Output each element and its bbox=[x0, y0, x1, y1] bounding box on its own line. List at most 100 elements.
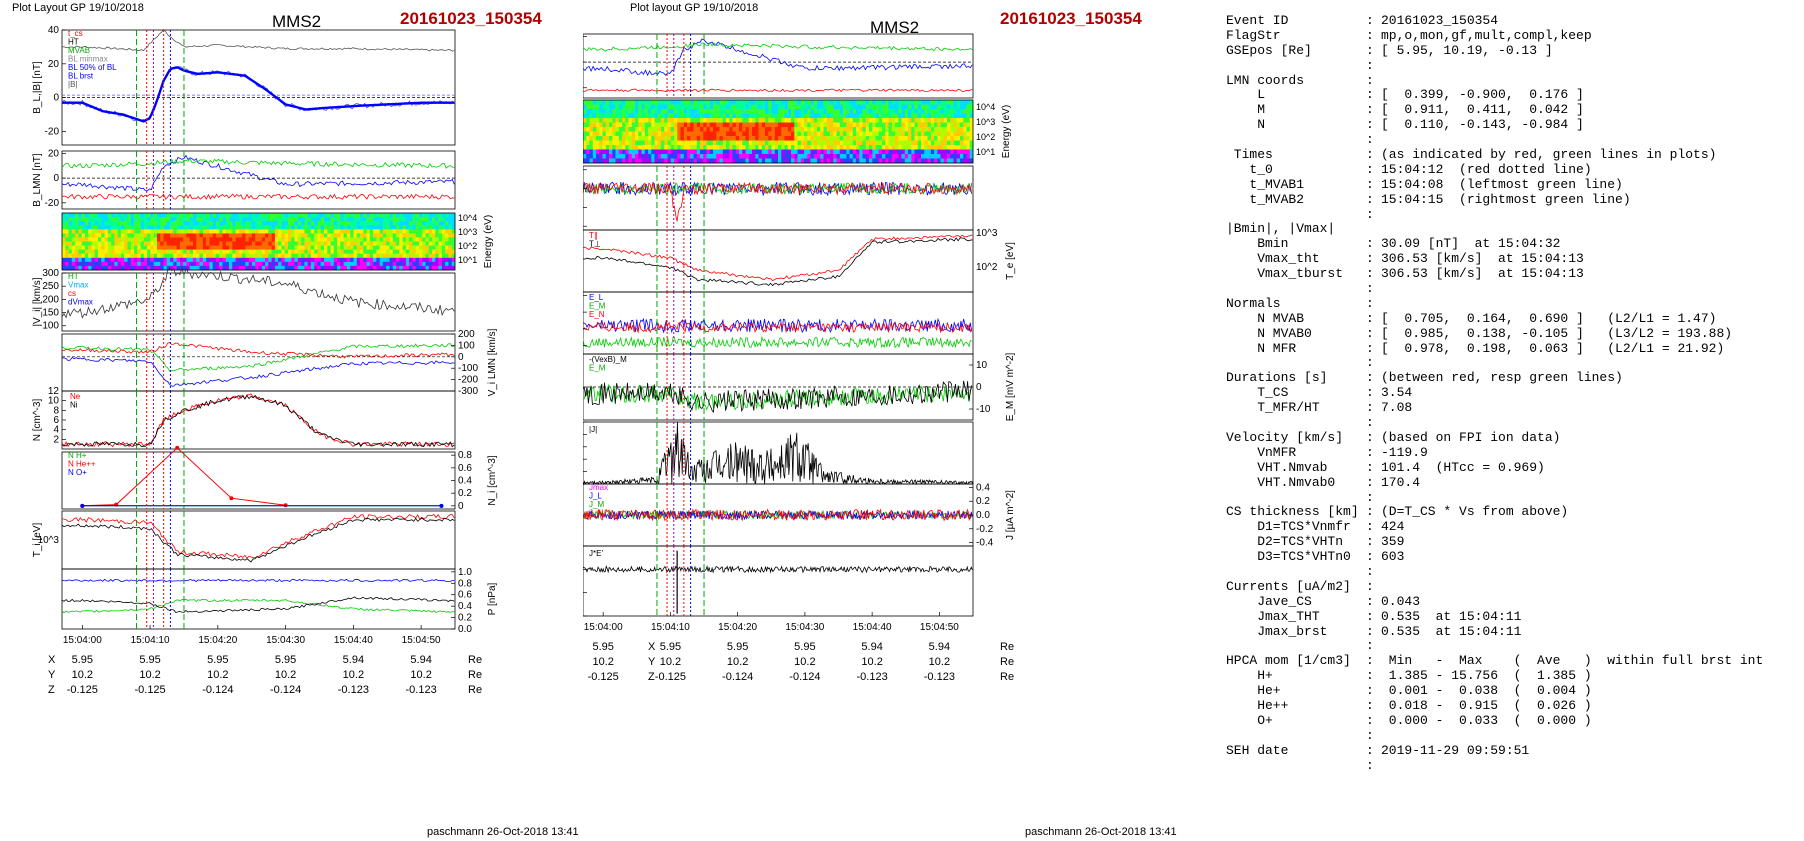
spectrogram-cell bbox=[849, 122, 853, 128]
spectrogram-cell bbox=[748, 122, 753, 128]
spectrogram-cell bbox=[350, 245, 354, 250]
spectrogram-cell bbox=[609, 100, 613, 105]
spectrogram-cell bbox=[382, 229, 387, 234]
series-b-magnitude bbox=[61, 28, 455, 52]
summary-row: : bbox=[1226, 639, 1796, 654]
spectrogram-cell bbox=[784, 140, 788, 146]
spectrogram-cell bbox=[648, 145, 652, 150]
series-ti-perp bbox=[61, 517, 455, 563]
spectrogram-cell bbox=[261, 265, 266, 271]
spectrogram-cell bbox=[956, 109, 961, 114]
spectrogram-cell bbox=[425, 237, 430, 242]
spectrogram-cell bbox=[340, 213, 344, 218]
spectrogram-cell bbox=[301, 213, 305, 218]
spectrogram-cell bbox=[602, 149, 606, 155]
spectrogram-cell bbox=[765, 109, 769, 114]
spectrogram-cell bbox=[901, 131, 905, 137]
summary-key: CS thickness [km] bbox=[1226, 504, 1359, 520]
spectrogram-cell bbox=[911, 158, 915, 164]
spectrogram-cell bbox=[592, 122, 597, 128]
spectrogram-cell bbox=[700, 149, 704, 155]
summary-row: Jmax_THT:0.535 at 15:04:11 bbox=[1226, 609, 1796, 625]
spectrogram-cell bbox=[120, 253, 125, 259]
spectrogram-cell bbox=[186, 265, 190, 271]
spectrogram-cell bbox=[586, 145, 590, 150]
spectrogram-cell bbox=[193, 217, 197, 222]
spectrogram-cell bbox=[862, 104, 866, 110]
spectrogram-cell bbox=[878, 145, 883, 150]
spectrogram-cell bbox=[415, 237, 420, 242]
spectrogram-cell bbox=[716, 149, 720, 155]
spectrogram-cell bbox=[583, 122, 587, 128]
spectrogram-cell bbox=[768, 149, 772, 155]
spectrogram-cell bbox=[242, 213, 246, 218]
spectrogram-cell bbox=[787, 136, 792, 141]
spectrogram-cell bbox=[914, 109, 918, 114]
spectrogram-cell bbox=[356, 253, 361, 259]
spectrogram-cell bbox=[137, 249, 141, 254]
spectrogram-cell bbox=[215, 261, 220, 267]
x-tick-label: 15:04:30 bbox=[266, 635, 305, 646]
summary-colon: : bbox=[1366, 147, 1374, 163]
spectrogram-cell bbox=[758, 158, 762, 164]
spectrogram-cell bbox=[448, 253, 452, 259]
spectrogram-cell bbox=[157, 241, 161, 246]
spectrogram-cell bbox=[960, 109, 964, 114]
spectrogram-cell bbox=[589, 131, 593, 137]
spectrogram-cell bbox=[878, 122, 883, 128]
spectrogram-cell bbox=[373, 221, 377, 226]
spectrogram-cell bbox=[130, 241, 135, 246]
series-vi-mag bbox=[61, 266, 455, 319]
spectrogram-cell bbox=[65, 225, 69, 230]
spectrogram-cell bbox=[369, 245, 374, 250]
spectrogram-cell bbox=[340, 257, 344, 263]
spectrogram-cell bbox=[356, 233, 361, 238]
spectrogram-cell bbox=[396, 221, 400, 226]
spectrogram-cell bbox=[101, 237, 105, 242]
spectrogram-cell bbox=[199, 245, 204, 250]
spectrogram-cell bbox=[147, 221, 151, 226]
spectrogram-cell bbox=[98, 257, 102, 263]
spectrogram-cell bbox=[732, 122, 736, 128]
spectrogram-cell bbox=[435, 221, 439, 226]
spectrogram-cell bbox=[605, 149, 610, 155]
spectrogram-cell bbox=[340, 261, 344, 267]
spectrogram-cell bbox=[189, 241, 194, 246]
spectrogram-cell bbox=[98, 229, 102, 234]
spectrogram-cell bbox=[170, 217, 174, 222]
spectrogram-cell bbox=[278, 253, 282, 259]
spectrogram-cell bbox=[314, 233, 318, 238]
spectrogram-cell bbox=[222, 261, 227, 267]
spectrogram-cell bbox=[729, 154, 733, 159]
spectrogram-cell bbox=[911, 136, 915, 141]
spectrogram-cell bbox=[745, 122, 749, 128]
spectrogram-cell bbox=[281, 225, 285, 230]
spectrogram-cell bbox=[943, 113, 948, 119]
spectrogram-cell bbox=[739, 100, 743, 105]
summary-row: T_MFR/HT:7.08 bbox=[1226, 400, 1796, 416]
spectrogram-cell bbox=[911, 140, 915, 146]
spectrogram-cell bbox=[635, 104, 639, 110]
spectrogram-cell bbox=[104, 249, 109, 254]
spectrogram-cell bbox=[615, 140, 619, 146]
spectrogram-cell bbox=[392, 241, 397, 246]
spectrogram-cell bbox=[882, 145, 886, 150]
spectrogram-cell bbox=[700, 127, 704, 132]
spectrogram-cell bbox=[726, 127, 730, 132]
panel-ylabel: J [µA m^-2] bbox=[1005, 490, 1016, 540]
spectrogram-cell bbox=[258, 241, 263, 246]
spectrogram-cell bbox=[396, 245, 400, 250]
series-vi-m bbox=[61, 343, 455, 372]
spectrogram-cell bbox=[843, 127, 847, 132]
spectrogram-cell bbox=[960, 100, 964, 105]
spectrogram-cell bbox=[693, 113, 697, 119]
spectrogram-cell bbox=[327, 261, 331, 267]
summary-colon: : bbox=[1366, 310, 1374, 326]
spectrogram-cell bbox=[176, 253, 181, 259]
spectrogram-cell bbox=[612, 149, 616, 155]
spectrogram-cell bbox=[726, 136, 730, 141]
spectrogram-cell bbox=[324, 245, 328, 250]
spectrogram-cell bbox=[229, 229, 233, 234]
spectrogram-cell bbox=[176, 245, 181, 250]
